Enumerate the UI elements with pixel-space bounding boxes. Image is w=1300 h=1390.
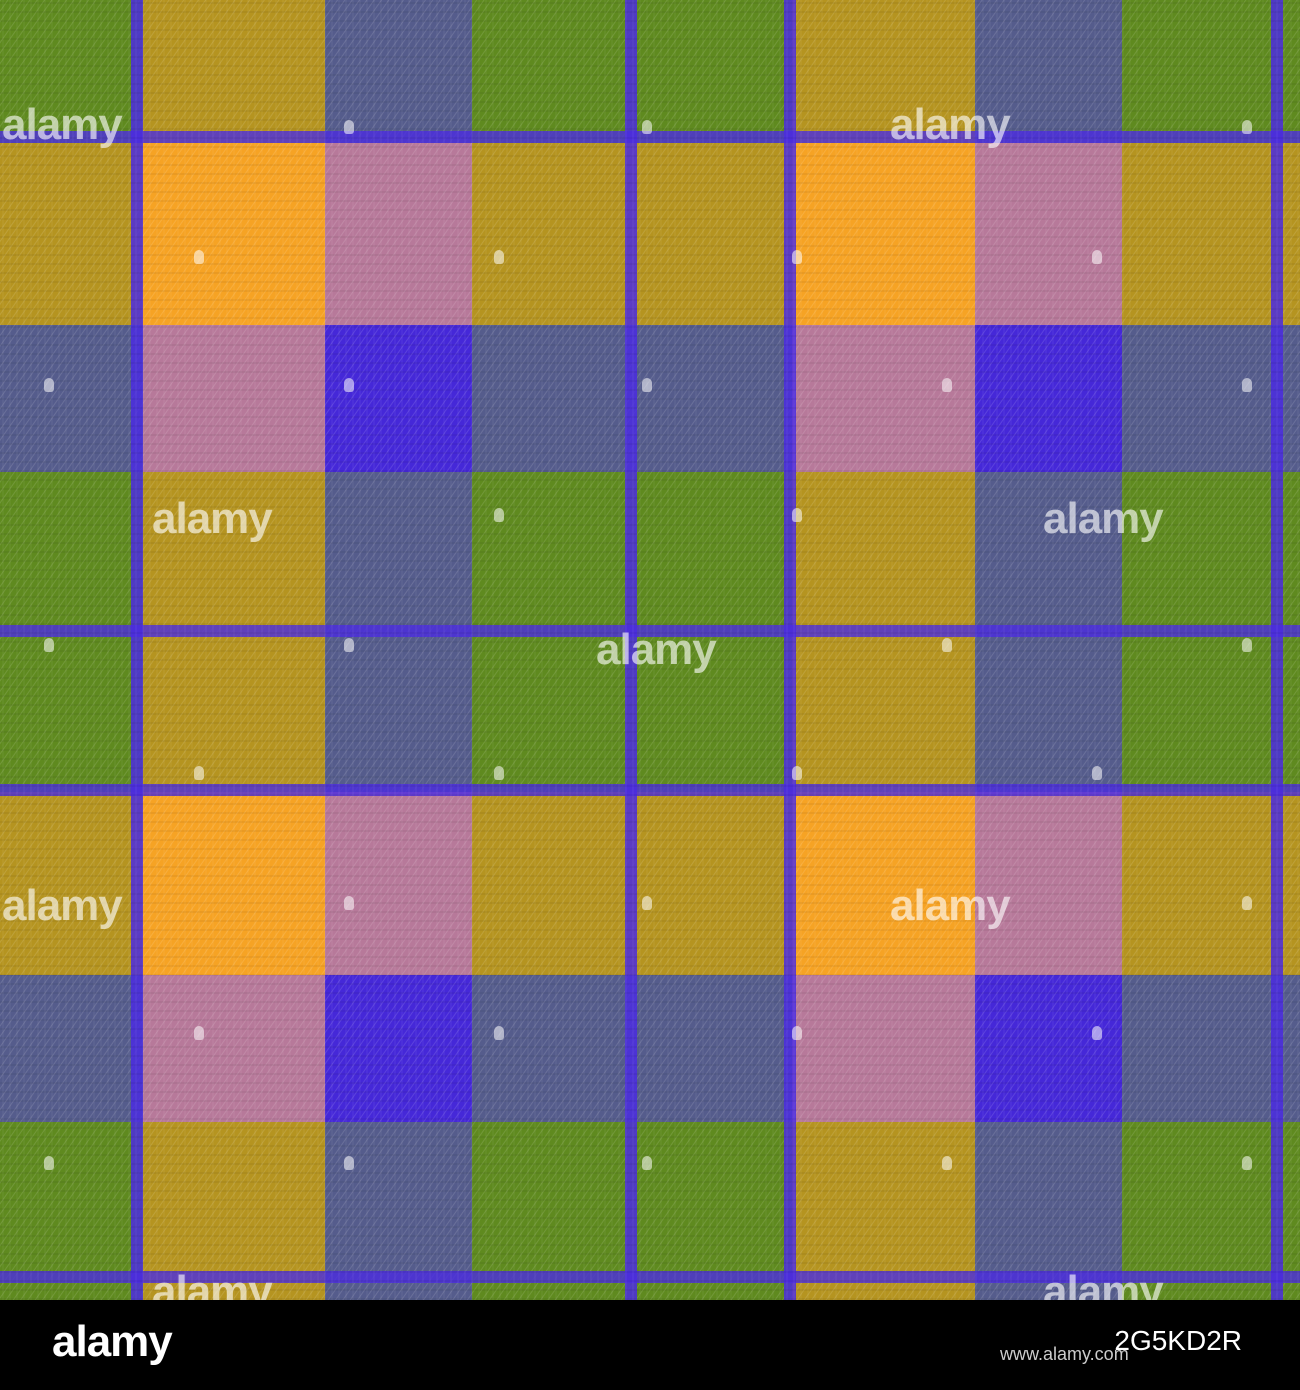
watermark-mark-icon (1242, 378, 1252, 392)
watermark-mark-icon (642, 1156, 652, 1170)
watermark-text: alamy (890, 881, 1011, 930)
watermark-mark-icon (792, 766, 802, 780)
watermark-mark-icon (44, 638, 54, 652)
watermark-text: alamy (152, 494, 273, 543)
watermark-mark-icon (344, 120, 354, 134)
watermark-mark-icon (344, 896, 354, 910)
watermark-text: alamy (2, 100, 123, 149)
watermark-mark-icon (194, 1026, 204, 1040)
watermark-mark-icon (494, 766, 504, 780)
watermark-mark-icon (792, 1026, 802, 1040)
watermark-mark-icon (494, 250, 504, 264)
watermark-mark-icon (942, 1156, 952, 1170)
watermark-mark-icon (942, 378, 952, 392)
plaid-fabric-image: alamy alamy alamy alamy alamy alamy alam… (0, 0, 1300, 1300)
watermark-text: alamy (1043, 494, 1164, 543)
watermark-mark-icon (642, 896, 652, 910)
watermark-mark-icon (792, 250, 802, 264)
watermark-mark-icon (792, 508, 802, 522)
watermark-mark-icon (194, 766, 204, 780)
stock-footer: alamy www.alamy.com 2G5KD2R (0, 1300, 1300, 1390)
watermark-mark-icon (642, 378, 652, 392)
watermark-mark-icon (344, 638, 354, 652)
watermark-mark-icon (1242, 120, 1252, 134)
watermark-text: alamy (596, 625, 717, 674)
watermark-mark-icon (1092, 1026, 1102, 1040)
watermark-mark-icon (1092, 250, 1102, 264)
watermark-mark-icon (1242, 896, 1252, 910)
watermark-mark-icon (642, 120, 652, 134)
watermark-mark-icon (1242, 638, 1252, 652)
plaid-pattern (0, 0, 1300, 1300)
watermark-mark-icon (44, 378, 54, 392)
watermark-mark-icon (1242, 1156, 1252, 1170)
watermark-mark-icon (194, 250, 204, 264)
watermark-text: alamy (2, 881, 123, 930)
watermark-mark-icon (494, 508, 504, 522)
watermark-mark-icon (344, 1156, 354, 1170)
watermark-mark-icon (942, 638, 952, 652)
watermark-mark-icon (44, 1156, 54, 1170)
watermark-text: alamy (1043, 1267, 1164, 1301)
site-url: www.alamy.com (1000, 1344, 1129, 1364)
alamy-logo: alamy (52, 1317, 173, 1366)
watermark-mark-icon (1092, 766, 1102, 780)
watermark-text: alamy (152, 1267, 273, 1301)
watermark-mark-icon (494, 1026, 504, 1040)
watermark-text: alamy (890, 100, 1011, 149)
watermark-mark-icon (344, 378, 354, 392)
image-id: 2G5KD2R (1114, 1325, 1242, 1356)
